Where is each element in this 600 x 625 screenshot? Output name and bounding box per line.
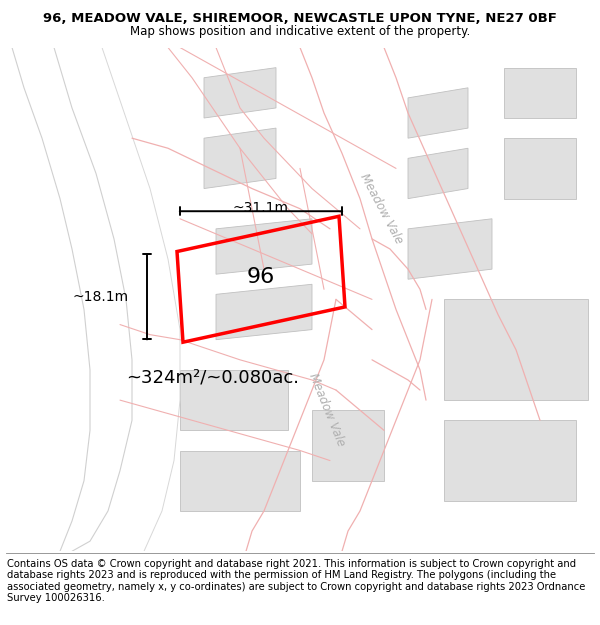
Polygon shape bbox=[204, 68, 276, 118]
Polygon shape bbox=[408, 88, 468, 138]
Polygon shape bbox=[408, 148, 468, 199]
Polygon shape bbox=[216, 219, 312, 274]
Polygon shape bbox=[504, 68, 576, 118]
Polygon shape bbox=[180, 370, 288, 431]
Polygon shape bbox=[312, 410, 384, 481]
Polygon shape bbox=[180, 451, 300, 511]
Text: Meadow Vale: Meadow Vale bbox=[357, 171, 405, 246]
Text: ~324m²/~0.080ac.: ~324m²/~0.080ac. bbox=[126, 369, 299, 386]
Text: 96, MEADOW VALE, SHIREMOOR, NEWCASTLE UPON TYNE, NE27 0BF: 96, MEADOW VALE, SHIREMOOR, NEWCASTLE UP… bbox=[43, 12, 557, 25]
Text: Contains OS data © Crown copyright and database right 2021. This information is : Contains OS data © Crown copyright and d… bbox=[7, 559, 586, 603]
Polygon shape bbox=[408, 219, 492, 279]
Polygon shape bbox=[504, 138, 576, 199]
Polygon shape bbox=[444, 420, 576, 501]
Text: Meadow Vale: Meadow Vale bbox=[307, 372, 347, 449]
Text: ~31.1m: ~31.1m bbox=[233, 201, 289, 215]
Polygon shape bbox=[204, 128, 276, 189]
Text: ~18.1m: ~18.1m bbox=[73, 290, 129, 304]
Text: 96: 96 bbox=[247, 267, 275, 287]
Polygon shape bbox=[444, 299, 588, 400]
Polygon shape bbox=[216, 284, 312, 339]
Text: Map shows position and indicative extent of the property.: Map shows position and indicative extent… bbox=[130, 25, 470, 38]
